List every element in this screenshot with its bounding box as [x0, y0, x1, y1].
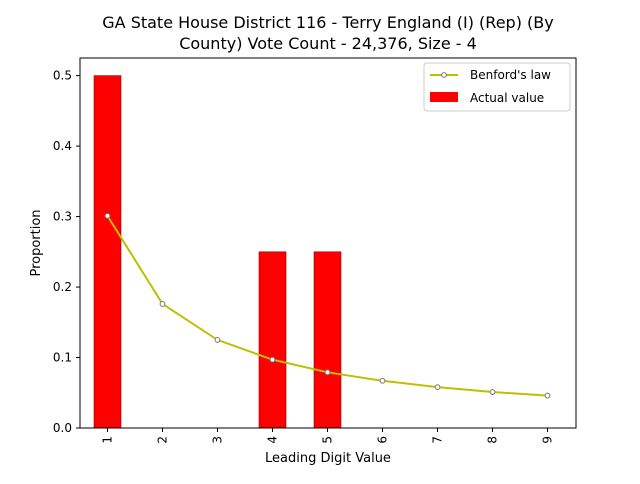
x-tick-label: 4 [266, 436, 280, 444]
chart-title-line-2: County) Vote Count - 24,376, Size - 4 [179, 34, 477, 53]
y-tick-label: 0.4 [53, 139, 72, 153]
benford-point-6 [379, 377, 386, 384]
legend-benford-label: Benford's law [470, 68, 551, 82]
benford-line-layer [104, 212, 551, 399]
benford-point-2 [159, 301, 166, 307]
x-tick-label: 6 [376, 436, 390, 444]
benford-point-5 [324, 369, 331, 376]
legend-benford-marker [441, 72, 447, 78]
x-tick-label: 2 [156, 436, 170, 444]
y-tick-label: 0.3 [53, 210, 72, 224]
x-tick-label: 9 [541, 436, 555, 444]
y-tick-label: 0.0 [53, 421, 72, 435]
bar-digit-4 [258, 251, 287, 429]
legend: Benford's law Actual value [423, 62, 571, 112]
y-tick-label: 0.5 [53, 69, 72, 83]
x-tick-label: 1 [101, 436, 115, 444]
bar-digit-1 [93, 75, 122, 429]
bars-layer [93, 75, 342, 429]
legend-actual-label: Actual value [470, 91, 544, 105]
benford-point-9 [544, 392, 551, 399]
chart-title-line-1: GA State House District 116 - Terry Engl… [102, 13, 553, 32]
benford-point-3 [214, 337, 221, 343]
x-tick-label: 3 [211, 436, 225, 444]
x-tick-label: 7 [431, 436, 445, 444]
legend-actual-swatch [430, 92, 458, 102]
y-tick-label: 0.2 [53, 280, 72, 294]
benford-point-1 [104, 212, 111, 219]
x-axis-label: Leading Digit Value [265, 451, 391, 466]
x-tick-label: 8 [486, 436, 500, 444]
bar-digit-5 [313, 251, 342, 429]
benford-point-8 [489, 389, 496, 395]
benford-point-4 [269, 356, 276, 363]
x-axis: 1 2 3 4 5 6 7 8 9 [101, 428, 555, 444]
y-axis-label: Proportion [29, 209, 44, 276]
y-tick-label: 0.1 [53, 351, 72, 365]
x-tick-label: 5 [321, 436, 335, 444]
benford-point-7 [434, 384, 441, 391]
y-axis: 0.0 0.1 0.2 0.3 0.4 0.5 [53, 69, 80, 435]
legend-box [423, 62, 571, 112]
